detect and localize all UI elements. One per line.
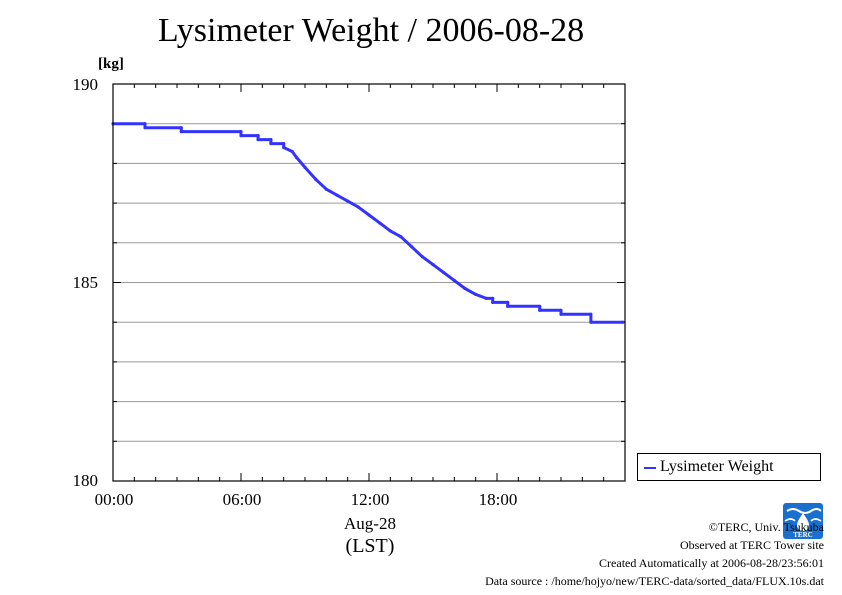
legend-swatch-lysimeter-weight xyxy=(644,467,656,469)
x-tick-label-1200: 12:00 xyxy=(350,490,390,509)
series-point xyxy=(324,187,328,191)
x-axis-timezone-label: (LST) xyxy=(345,535,395,557)
series-point xyxy=(589,320,593,324)
series-point xyxy=(484,296,488,300)
series-line-0 xyxy=(113,122,623,324)
series-point xyxy=(290,149,294,154)
series-point xyxy=(303,165,307,169)
plot-frame xyxy=(112,83,626,482)
y-axis-unit-label: [kg] xyxy=(98,56,124,72)
series-point xyxy=(335,193,339,197)
series-point xyxy=(420,255,424,259)
y-tick-label-190: 190 xyxy=(72,75,99,94)
series-point xyxy=(282,145,286,150)
credit-data-source: Data source : /home/hojyo/new/TERC-data/… xyxy=(485,574,824,588)
legend-label-lysimeter-weight: Lysimeter Weight xyxy=(660,458,774,475)
series-point xyxy=(367,213,371,217)
series-point xyxy=(410,245,414,249)
series-point xyxy=(442,270,446,275)
series-point xyxy=(294,155,299,160)
series-point xyxy=(589,312,593,316)
series-point xyxy=(452,278,456,283)
series-point xyxy=(399,235,403,239)
series-point xyxy=(474,292,478,297)
series-point xyxy=(269,137,273,142)
series-point xyxy=(463,286,467,291)
credit-observation-site: Observed at TERC Tower site xyxy=(679,538,824,552)
terc-logo: TERC xyxy=(783,503,823,539)
series-point xyxy=(256,134,260,138)
series-point xyxy=(269,141,273,146)
data-series xyxy=(111,122,625,324)
series-point xyxy=(538,304,542,308)
logo-text: TERC xyxy=(793,531,812,539)
series-point xyxy=(239,134,243,138)
series-point xyxy=(559,312,563,316)
series-point xyxy=(491,300,495,304)
y-tick-label-180: 180 xyxy=(72,471,99,490)
series-point xyxy=(559,308,563,312)
series-point xyxy=(143,126,147,130)
series-point xyxy=(621,320,625,324)
x-tick-label-0600: 06:00 xyxy=(222,490,262,509)
series-point xyxy=(506,304,510,308)
series-point xyxy=(491,296,495,300)
series-point xyxy=(378,221,382,225)
series-point xyxy=(282,141,286,146)
series-point xyxy=(388,229,392,233)
x-tick-label-0000: 00:00 xyxy=(94,490,134,509)
series-point xyxy=(356,205,360,209)
y-tick-label-185: 185 xyxy=(72,273,99,292)
x-tick-label-1800: 18:00 xyxy=(478,490,518,509)
series-point xyxy=(239,130,243,134)
series-point xyxy=(256,137,260,142)
series-point xyxy=(143,122,147,126)
x-axis-date-label: Aug-28 xyxy=(344,514,396,533)
series-point xyxy=(506,300,510,304)
series-point xyxy=(314,177,318,181)
series-point xyxy=(538,308,542,312)
legend: Lysimeter Weight xyxy=(637,453,821,481)
credit-copyright: ©TERC, Univ. Tsukuba xyxy=(708,520,824,534)
series-point xyxy=(431,263,435,267)
grid-lines xyxy=(113,123,625,442)
series-point xyxy=(179,126,183,130)
series-point xyxy=(179,130,183,134)
series-point xyxy=(346,199,350,203)
chart-title: Lysimeter Weight / 2006-08-28 xyxy=(157,12,585,49)
credit-created-time: Created Automatically at 2006-08-28/23:5… xyxy=(599,556,824,570)
